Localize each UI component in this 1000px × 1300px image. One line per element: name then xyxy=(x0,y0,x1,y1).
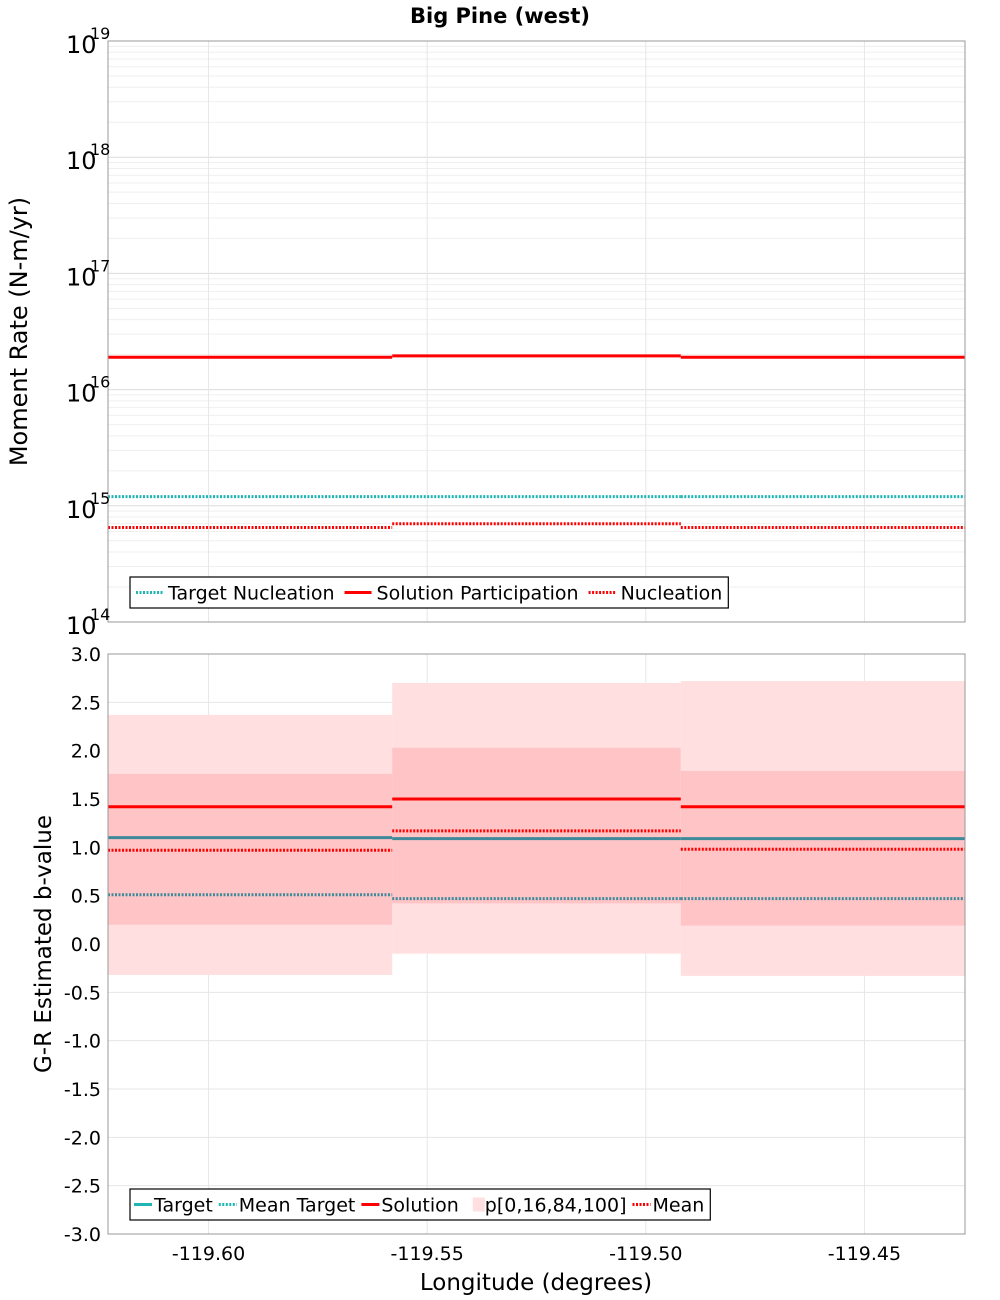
bottom-y-tick-label: 2.0 xyxy=(71,741,101,763)
bottom-y-tick-label: -3.0 xyxy=(64,1224,101,1246)
top-legend-label-0: Target Nucleation xyxy=(167,583,335,605)
bottom-y-axis-label: G-R Estimated b-value xyxy=(31,815,57,1073)
top-y-tick-label-base: 10 xyxy=(66,496,97,524)
top-legend-label-1: Solution Participation xyxy=(377,583,579,605)
top-legend: Target Nucleation Solution Participation N… xyxy=(129,576,729,609)
x-tick-label: -119.55 xyxy=(391,1243,464,1265)
top-y-tick-label-exp: 15 xyxy=(90,489,110,508)
top-y-tick-label-base: 10 xyxy=(66,263,97,291)
top-y-tick-label-exp: 19 xyxy=(90,24,110,43)
bottom-y-tick-label: -1.0 xyxy=(64,1031,101,1053)
bottom-y-tick-label: 1.0 xyxy=(71,837,101,859)
top-y-tick-label-exp: 16 xyxy=(90,373,110,392)
bottom-legend-label-2: Solution xyxy=(381,1195,458,1217)
bottom-y-tick-label: 0.0 xyxy=(71,934,101,956)
top-y-tick-label-exp: 18 xyxy=(90,140,110,159)
bottom-y-tick-label: 2.5 xyxy=(71,692,101,714)
top-y-tick-label-base: 10 xyxy=(66,147,97,175)
bottom-y-tick-label: -2.0 xyxy=(64,1127,101,1149)
chart-title: Big Pine (west) xyxy=(410,4,590,28)
bottom-y-tick-label: 3.0 xyxy=(71,644,101,666)
bottom-legend-label-0: Target xyxy=(153,1195,213,1217)
bottom-legend-label-1: Mean Target xyxy=(239,1195,356,1217)
bottom-y-tick-label: -0.5 xyxy=(64,982,101,1004)
bottom-y-tick-label: -2.5 xyxy=(64,1176,101,1198)
x-tick-label: -119.60 xyxy=(172,1243,245,1265)
top-y-tick-label-exp: 14 xyxy=(90,605,110,624)
bottom-y-tick-label: 1.5 xyxy=(71,789,101,811)
x-tick-label: -119.50 xyxy=(609,1243,682,1265)
top-y-axis-label: Moment Rate (N-m/yr) xyxy=(5,197,33,466)
bottom-legend-label-3: p[0,16,84,100] xyxy=(485,1195,627,1217)
bottom-y-tick-label: 0.5 xyxy=(71,886,101,908)
top-y-tick-label-base: 10 xyxy=(66,380,97,408)
top-legend-box xyxy=(129,576,729,609)
top-y-tick-label-exp: 17 xyxy=(90,256,110,275)
bottom-legend-swatch-3 xyxy=(472,1197,485,1212)
top-y-tick-label-base: 10 xyxy=(66,612,97,640)
x-axis-label: Longitude (degrees) xyxy=(420,1270,652,1296)
x-tick-label: -119.45 xyxy=(828,1243,901,1265)
bottom-plot-frame xyxy=(107,653,966,1235)
top-plot-frame xyxy=(107,40,966,623)
bottom-legend-label-4: Mean xyxy=(653,1195,705,1217)
bottom-legend: Target Mean Target Solution p[0,16,84,100] M… xyxy=(129,1188,711,1221)
bottom-band-inner-1 xyxy=(392,747,681,904)
top-legend-label-2: Nucleation xyxy=(621,583,723,605)
top-y-tick-label-base: 10 xyxy=(66,31,97,59)
bottom-y-tick-label: -1.5 xyxy=(64,1079,101,1101)
